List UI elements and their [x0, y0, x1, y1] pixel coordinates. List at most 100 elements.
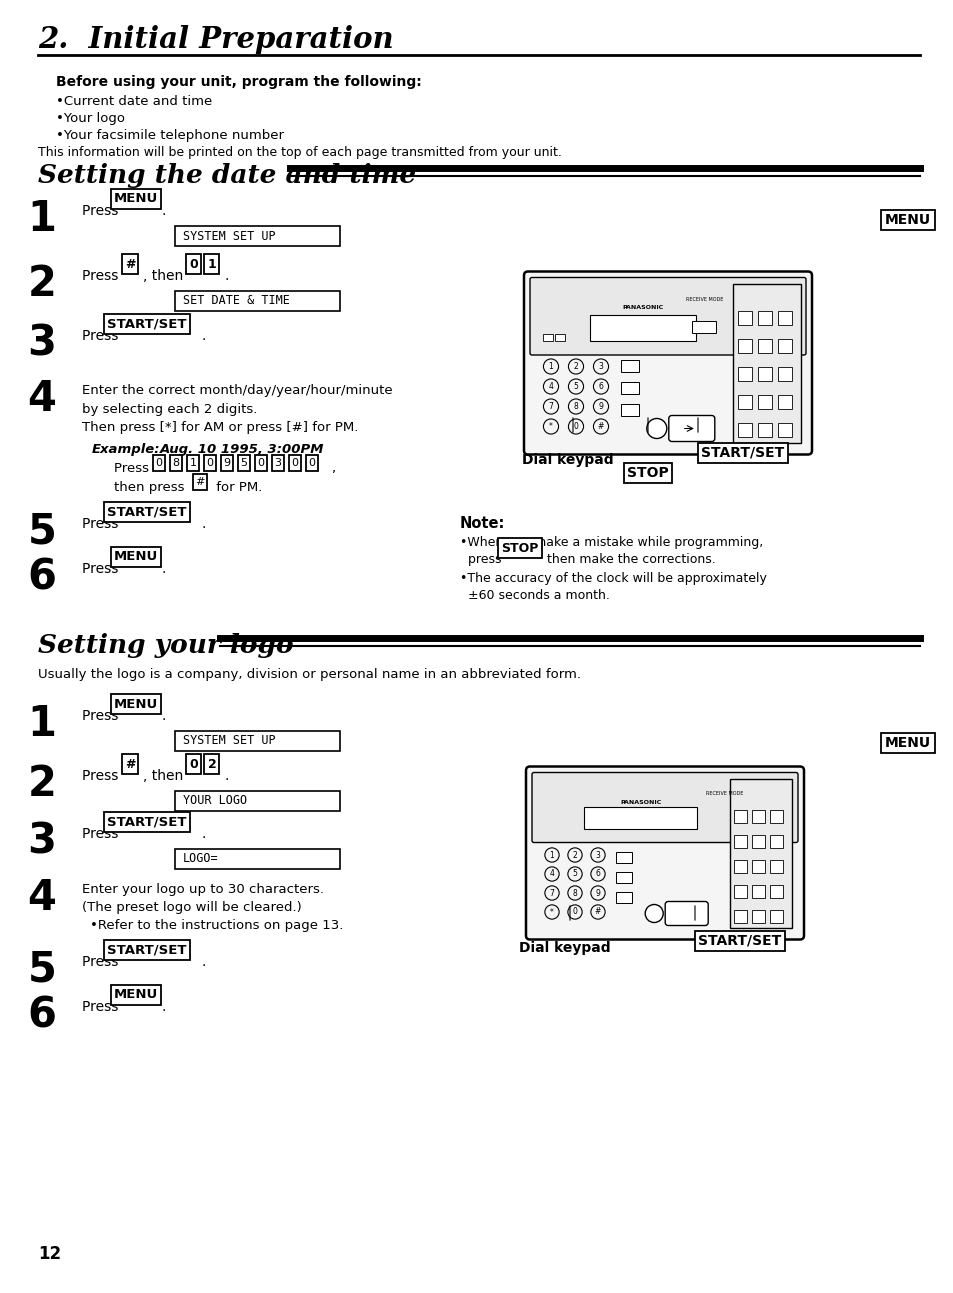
Text: 2: 2 — [572, 851, 577, 860]
Text: 6: 6 — [28, 556, 56, 597]
Text: STOP: STOP — [626, 465, 668, 480]
FancyBboxPatch shape — [530, 278, 805, 356]
Text: SYSTEM SET UP: SYSTEM SET UP — [183, 229, 275, 243]
Text: .: . — [162, 204, 166, 219]
Bar — [751, 909, 764, 922]
Circle shape — [646, 419, 666, 438]
Bar — [174, 226, 339, 246]
Text: START/SET: START/SET — [698, 934, 781, 948]
Text: Press: Press — [82, 269, 123, 283]
Text: Press: Press — [82, 999, 123, 1014]
Text: 4: 4 — [28, 877, 56, 919]
Text: MENU: MENU — [884, 213, 930, 228]
Text: MENU: MENU — [113, 193, 158, 206]
Text: •Current date and time: •Current date and time — [56, 94, 212, 109]
Text: .: . — [202, 828, 206, 840]
Text: START/SET: START/SET — [107, 318, 187, 331]
Text: Enter your logo up to 30 characters.
(The preset logo will be cleared.): Enter your logo up to 30 characters. (Th… — [82, 883, 324, 914]
Text: ±60 seconds a month.: ±60 seconds a month. — [459, 590, 609, 603]
Bar — [738, 366, 751, 380]
Bar — [174, 731, 339, 751]
Bar — [729, 778, 791, 927]
Text: MENU: MENU — [113, 551, 158, 564]
Bar — [758, 423, 771, 437]
Bar — [620, 403, 639, 415]
Text: 7: 7 — [549, 888, 554, 897]
Text: Press: Press — [82, 709, 123, 723]
Bar — [769, 884, 782, 897]
Text: RECEIVE MODE: RECEIVE MODE — [685, 297, 722, 303]
Bar — [769, 860, 782, 873]
FancyBboxPatch shape — [523, 272, 811, 455]
Text: YOUR LOGO: YOUR LOGO — [183, 794, 247, 808]
Text: 9: 9 — [223, 458, 231, 468]
Text: PANASONIC: PANASONIC — [621, 305, 662, 310]
Text: Note:: Note: — [459, 516, 505, 531]
Bar — [738, 310, 751, 325]
Text: MENU: MENU — [884, 736, 930, 750]
Bar — [174, 291, 339, 312]
Text: STOP: STOP — [500, 542, 538, 555]
Bar — [174, 850, 339, 869]
Text: MENU: MENU — [113, 989, 158, 1002]
Text: .: . — [162, 999, 166, 1014]
Text: ,: , — [331, 462, 335, 475]
Bar — [620, 359, 639, 371]
Text: #: # — [195, 477, 205, 487]
Text: 1: 1 — [190, 458, 196, 468]
Bar — [758, 310, 771, 325]
Text: SYSTEM SET UP: SYSTEM SET UP — [183, 734, 275, 747]
Text: Press: Press — [82, 562, 123, 575]
Text: #: # — [125, 758, 135, 771]
Text: SET DATE & TIME: SET DATE & TIME — [183, 295, 290, 308]
Bar — [589, 315, 696, 341]
Text: 5: 5 — [28, 511, 56, 553]
Text: 9: 9 — [598, 402, 603, 411]
FancyBboxPatch shape — [525, 767, 803, 940]
Text: 6: 6 — [598, 381, 603, 390]
Text: LOGO=: LOGO= — [183, 852, 218, 865]
Bar — [738, 339, 751, 353]
Bar — [616, 891, 631, 903]
Text: 9: 9 — [595, 888, 599, 897]
Text: 7: 7 — [548, 402, 553, 411]
Bar — [555, 334, 564, 341]
Text: 1: 1 — [208, 257, 216, 270]
Text: *: * — [550, 908, 554, 917]
Text: 0: 0 — [573, 422, 578, 431]
Bar — [583, 807, 697, 829]
Text: •When you make a mistake while programming,: •When you make a mistake while programmi… — [459, 537, 762, 550]
Bar — [769, 909, 782, 922]
Text: 3: 3 — [28, 323, 56, 365]
Text: •Refer to the instructions on page 13.: •Refer to the instructions on page 13. — [90, 919, 343, 932]
Text: .: . — [162, 709, 166, 723]
Text: Setting the date and time: Setting the date and time — [38, 163, 416, 187]
Text: •Your facsimile telephone number: •Your facsimile telephone number — [56, 129, 284, 142]
Text: Setting your logo: Setting your logo — [38, 634, 294, 658]
Bar — [758, 394, 771, 409]
Text: 2: 2 — [208, 758, 216, 771]
Text: 8: 8 — [573, 402, 578, 411]
Bar — [758, 339, 771, 353]
Text: 4: 4 — [28, 378, 56, 420]
Text: 2: 2 — [28, 262, 56, 305]
Text: then make the corrections.: then make the corrections. — [542, 553, 715, 566]
Bar — [751, 809, 764, 822]
Bar — [778, 423, 791, 437]
Text: Example:: Example: — [91, 443, 160, 456]
Bar — [733, 884, 746, 897]
Bar — [778, 310, 791, 325]
Text: #: # — [594, 908, 600, 917]
Text: MENU: MENU — [113, 697, 158, 710]
Bar — [778, 339, 791, 353]
Text: Press: Press — [82, 828, 123, 840]
Text: for PM.: for PM. — [212, 481, 262, 494]
Text: Dial keypad: Dial keypad — [521, 453, 613, 467]
Bar — [174, 791, 339, 811]
Text: 6: 6 — [595, 869, 599, 878]
Bar — [616, 852, 631, 862]
Text: 3: 3 — [598, 362, 603, 371]
Text: This information will be printed on the top of each page transmitted from your u: This information will be printed on the … — [38, 146, 561, 159]
Bar — [751, 834, 764, 847]
Text: 0: 0 — [292, 458, 298, 468]
